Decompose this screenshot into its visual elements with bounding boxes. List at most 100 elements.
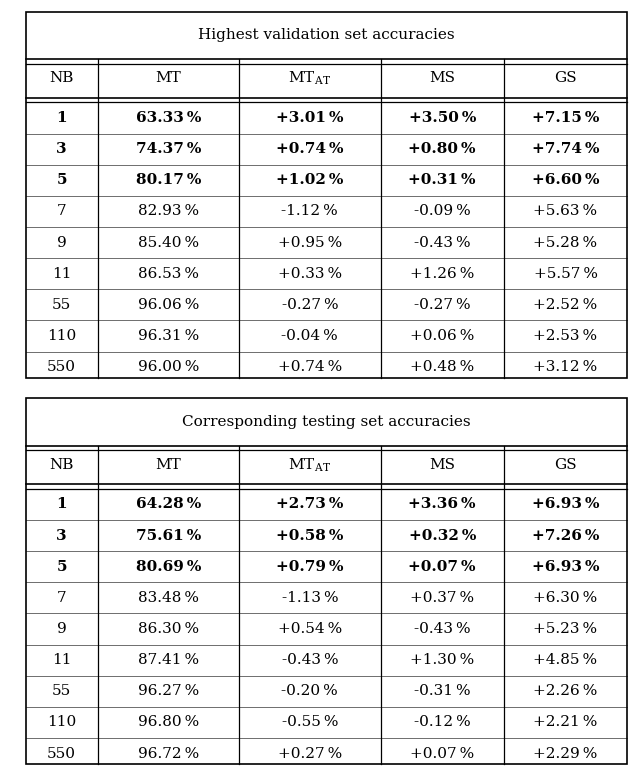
Text: +0.31 %: +0.31 % [408, 173, 476, 187]
Text: +3.12 %: +3.12 % [533, 360, 598, 374]
Text: +3.36 %: +3.36 % [408, 497, 476, 511]
Text: 55: 55 [52, 684, 71, 698]
Text: +2.29 %: +2.29 % [533, 747, 598, 760]
Text: +7.26 %: +7.26 % [532, 528, 599, 542]
Text: +0.06 %: +0.06 % [410, 329, 474, 343]
Text: 96.80 %: 96.80 % [138, 715, 199, 729]
Text: 7: 7 [57, 591, 67, 605]
Text: +6.93 %: +6.93 % [532, 497, 599, 511]
Text: 550: 550 [47, 360, 76, 374]
Text: -0.04 %: -0.04 % [282, 329, 338, 343]
Text: +0.74 %: +0.74 % [276, 142, 344, 156]
Text: +0.95 %: +0.95 % [278, 236, 342, 250]
Text: +0.32 %: +0.32 % [408, 528, 476, 542]
Text: +0.07 %: +0.07 % [408, 559, 476, 573]
Text: -0.20 %: -0.20 % [282, 684, 338, 698]
Text: MT: MT [156, 71, 181, 85]
Text: -1.12 %: -1.12 % [282, 204, 338, 219]
Text: +0.80 %: +0.80 % [408, 142, 476, 156]
Text: +0.37 %: +0.37 % [410, 591, 474, 605]
Text: NB: NB [49, 458, 74, 472]
Text: 87.41 %: 87.41 % [138, 653, 199, 667]
Text: +2.26 %: +2.26 % [533, 684, 598, 698]
Text: -0.12 %: -0.12 % [414, 715, 470, 729]
Text: +4.85 %: +4.85 % [534, 653, 598, 667]
Text: 110: 110 [47, 715, 76, 729]
Text: 96.27 %: 96.27 % [138, 684, 199, 698]
Text: 3: 3 [56, 528, 67, 542]
Text: +0.74 %: +0.74 % [278, 360, 342, 374]
Text: +2.53 %: +2.53 % [534, 329, 598, 343]
Text: Highest validation set accuracies: Highest validation set accuracies [198, 29, 454, 43]
Text: +0.58 %: +0.58 % [276, 528, 344, 542]
Text: 11: 11 [52, 267, 72, 281]
Text: +0.27 %: +0.27 % [278, 747, 342, 760]
Text: +6.93 %: +6.93 % [532, 559, 599, 573]
Text: -1.13 %: -1.13 % [282, 591, 338, 605]
Text: 5: 5 [56, 173, 67, 187]
Text: +2.73 %: +2.73 % [276, 497, 344, 511]
Text: 550: 550 [47, 747, 76, 760]
Text: 63.33 %: 63.33 % [136, 111, 201, 125]
Text: +5.28 %: +5.28 % [534, 236, 598, 250]
Text: +1.30 %: +1.30 % [410, 653, 474, 667]
Text: +0.54 %: +0.54 % [278, 622, 342, 636]
Text: +2.21 %: +2.21 % [533, 715, 598, 729]
Text: -0.43 %: -0.43 % [282, 653, 338, 667]
Text: MS: MS [429, 71, 455, 85]
Text: +5.23 %: +5.23 % [534, 622, 598, 636]
Text: 96.06 %: 96.06 % [138, 298, 199, 312]
Text: +1.02 %: +1.02 % [276, 173, 344, 187]
Text: 11: 11 [52, 653, 72, 667]
Text: 7: 7 [57, 204, 67, 219]
Text: -0.43 %: -0.43 % [414, 622, 470, 636]
Text: 3: 3 [56, 142, 67, 156]
Text: MS: MS [429, 458, 455, 472]
Text: 80.17 %: 80.17 % [136, 173, 201, 187]
Text: 96.31 %: 96.31 % [138, 329, 199, 343]
Text: +7.15 %: +7.15 % [532, 111, 599, 125]
Text: 83.48 %: 83.48 % [138, 591, 199, 605]
Text: 1: 1 [56, 497, 67, 511]
Text: 1: 1 [56, 111, 67, 125]
Text: 55: 55 [52, 298, 71, 312]
Text: -0.27 %: -0.27 % [414, 298, 470, 312]
Text: 9: 9 [57, 622, 67, 636]
Text: +7.74 %: +7.74 % [532, 142, 599, 156]
Text: 82.93 %: 82.93 % [138, 204, 199, 219]
Text: 5: 5 [56, 559, 67, 573]
Text: 86.53 %: 86.53 % [138, 267, 199, 281]
Text: GS: GS [554, 71, 577, 85]
Text: 85.40 %: 85.40 % [138, 236, 199, 250]
Text: +3.50 %: +3.50 % [408, 111, 476, 125]
Text: +0.33 %: +0.33 % [278, 267, 342, 281]
Text: 96.72 %: 96.72 % [138, 747, 199, 760]
Text: +5.63 %: +5.63 % [534, 204, 598, 219]
Text: -0.31 %: -0.31 % [414, 684, 470, 698]
Text: MT$_{\mathregular{AT}}$: MT$_{\mathregular{AT}}$ [288, 70, 332, 87]
Text: 86.30 %: 86.30 % [138, 622, 199, 636]
Text: MT$_{\mathregular{AT}}$: MT$_{\mathregular{AT}}$ [288, 456, 332, 473]
Text: 110: 110 [47, 329, 76, 343]
Text: NB: NB [49, 71, 74, 85]
Text: -0.43 %: -0.43 % [414, 236, 470, 250]
Text: +0.48 %: +0.48 % [410, 360, 474, 374]
Text: +0.79 %: +0.79 % [276, 559, 344, 573]
Text: Corresponding testing set accuracies: Corresponding testing set accuracies [182, 415, 470, 429]
Text: +6.60 %: +6.60 % [532, 173, 599, 187]
Text: 96.00 %: 96.00 % [138, 360, 199, 374]
Text: +2.52 %: +2.52 % [533, 298, 598, 312]
Text: 9: 9 [57, 236, 67, 250]
Text: +5.57 %: +5.57 % [534, 267, 598, 281]
Text: +6.30 %: +6.30 % [533, 591, 598, 605]
Text: 64.28 %: 64.28 % [136, 497, 201, 511]
Text: 74.37 %: 74.37 % [136, 142, 201, 156]
Text: -0.09 %: -0.09 % [414, 204, 470, 219]
Text: +0.07 %: +0.07 % [410, 747, 474, 760]
Text: GS: GS [554, 458, 577, 472]
Text: 80.69 %: 80.69 % [136, 559, 201, 573]
Text: +1.26 %: +1.26 % [410, 267, 474, 281]
Text: 75.61 %: 75.61 % [136, 528, 201, 542]
Text: +3.01 %: +3.01 % [276, 111, 344, 125]
Text: MT: MT [156, 458, 181, 472]
